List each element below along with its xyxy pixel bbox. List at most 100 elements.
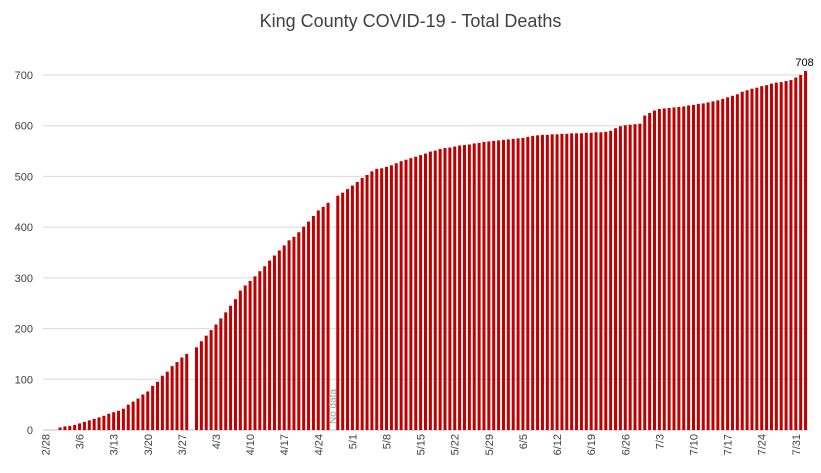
bar [531,135,535,430]
bar [73,424,77,430]
x-tick-label: 4/3 [211,434,223,449]
bar [638,123,642,430]
y-tick-label: 500 [15,171,33,183]
x-tick-label: 7/17 [723,434,735,455]
bar [385,166,389,431]
bar [516,138,520,430]
annotations: No data 708 [328,57,814,424]
bar [755,87,759,430]
bar [414,156,418,430]
bar [594,132,598,431]
bar [404,159,408,430]
bar [653,110,657,430]
bar [565,133,569,431]
bar [462,144,466,430]
bar [185,353,189,430]
bar [311,215,315,430]
bar [511,138,515,430]
y-axis-ticks: 0 100 200 300 400 500 600 700 [15,70,33,437]
bar [170,366,174,430]
bar [380,168,384,431]
bar [355,182,359,430]
x-tick-label: 7/10 [688,434,700,455]
bar [258,271,262,430]
bar [536,135,540,430]
bar [160,375,164,430]
bar [750,88,754,430]
y-tick-label: 100 [15,374,33,386]
bar [696,103,700,431]
chart-title: King County COVID-19 - Total Deaths [260,11,562,31]
bar [282,245,286,430]
bar [194,347,198,430]
bar [209,330,213,430]
bar [63,426,67,430]
bar [701,103,705,431]
bar [297,232,301,430]
no-data-annotation: No data [328,389,339,424]
x-tick-label: 6/12 [552,434,564,455]
bar [268,260,272,430]
bar [102,415,106,430]
bar [253,276,257,430]
y-tick-label: 0 [27,425,33,437]
bar [492,140,496,430]
bar [721,98,725,430]
bar [180,357,184,430]
bar [691,104,696,431]
bar [682,106,686,430]
bar [438,149,442,431]
bar [521,137,525,430]
x-tick-label: 3/13 [109,434,121,455]
bar [316,210,320,430]
last-value-label: 708 [795,57,813,69]
bar [482,141,486,430]
bar [804,70,808,430]
bar [726,97,730,431]
x-tick-label: 6/5 [518,434,530,449]
bar [121,408,125,430]
bar [204,335,208,430]
bar [117,410,121,430]
x-tick-label: 5/15 [416,434,428,455]
bar [623,125,627,430]
bar [716,100,720,430]
x-tick-label: 4/24 [313,434,325,455]
bar [799,75,803,430]
x-tick-label: 6/19 [586,434,598,455]
bar [501,139,505,430]
bar [672,107,676,430]
bar [126,404,130,430]
x-tick-label: 7/3 [654,434,666,449]
bar [448,147,452,430]
bar [443,148,447,430]
y-tick-label: 300 [15,273,33,285]
bar [784,81,788,430]
bar [614,128,618,430]
bar [341,192,345,430]
bar [233,299,237,430]
bar [609,130,613,431]
x-tick-label: 6/26 [620,434,632,455]
bar [346,189,350,430]
bar [97,417,101,430]
x-tick-label: 2/28 [40,434,52,455]
bar [677,106,681,430]
bar [472,143,476,430]
x-tick-label: 5/22 [450,434,462,455]
bar [706,102,710,430]
bar [141,394,145,430]
bar [540,134,544,431]
bar [487,141,491,430]
x-tick-label: 3/20 [143,434,155,455]
bar [370,171,374,430]
bar [628,124,632,430]
x-axis-ticks: 2/28 3/6 3/13 3/20 3/27 4/3 4/10 4/17 4/24 5/1 5/8… [40,434,802,455]
bar [667,107,671,430]
bar [550,134,554,431]
bar [219,318,223,430]
bar [506,139,510,430]
bar [789,80,793,431]
bar [389,165,393,430]
